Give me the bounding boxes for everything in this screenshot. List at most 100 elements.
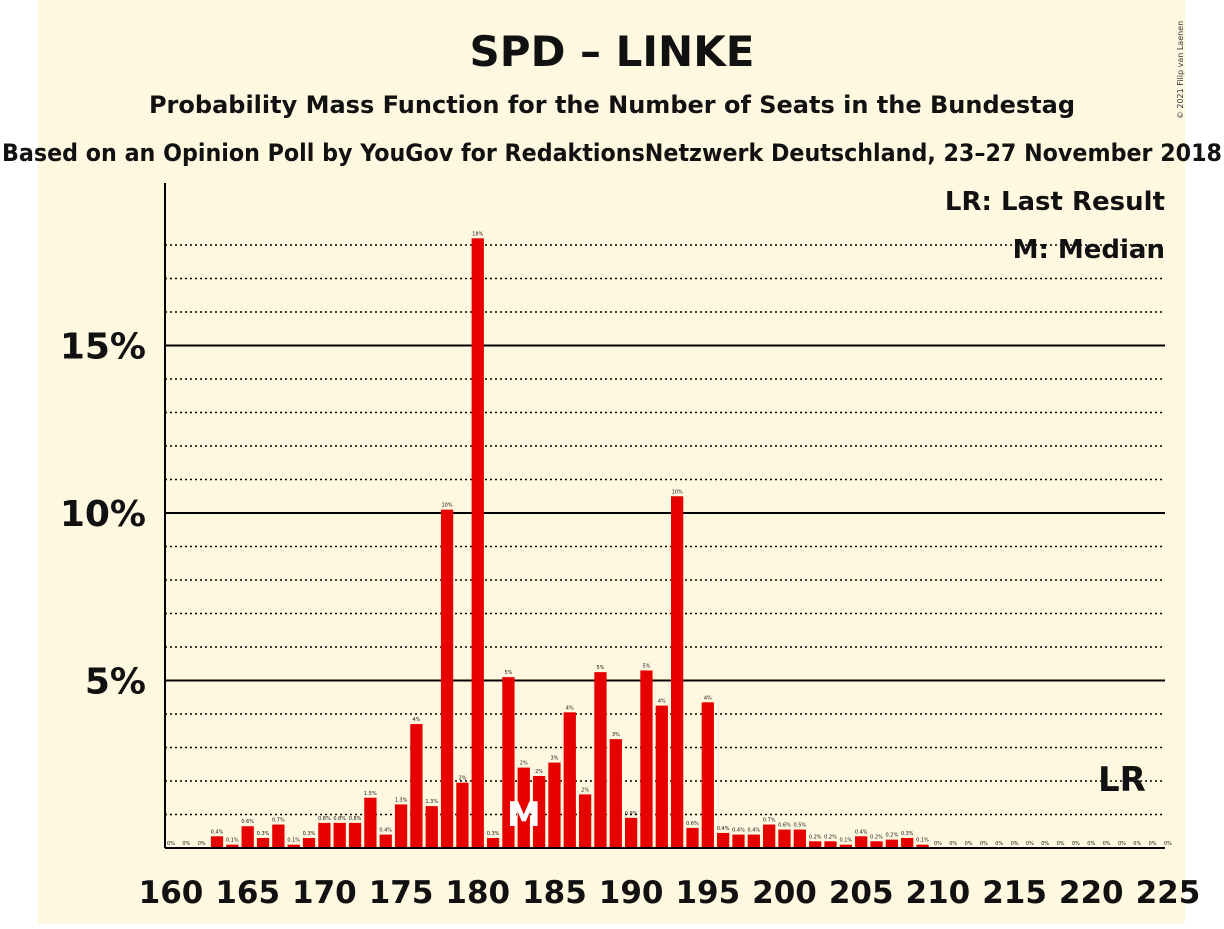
bar-label-197: 0.4% [732, 828, 745, 834]
bar-label-165: 0.6% [241, 819, 254, 825]
bar-label-204: 0.1% [839, 838, 852, 844]
bar-188 [594, 672, 607, 848]
bar-label-190: 0.9% [625, 811, 638, 817]
chart-subtitle: Probability Mass Function for the Number… [149, 91, 1075, 119]
bar-label-207: 0.2% [886, 833, 899, 839]
bar-label-219: 0% [1072, 841, 1080, 847]
x-tick-label: 200 [752, 875, 817, 911]
bar-label-201: 0.5% [793, 823, 806, 829]
bar-209 [916, 844, 929, 848]
bar-label-206: 0.2% [870, 834, 883, 840]
bar-label-200: 0.6% [778, 823, 791, 829]
bar-label-161: 0% [182, 841, 190, 847]
bar-194 [686, 827, 699, 848]
bar-174 [379, 834, 392, 848]
bar-label-225: 0% [1164, 841, 1172, 847]
bar-label-208: 0.3% [901, 831, 914, 837]
bar-186 [563, 712, 576, 848]
bar-203 [824, 841, 837, 848]
bar-169 [302, 837, 316, 848]
bar-205 [855, 836, 868, 848]
bar-204 [839, 844, 852, 848]
bar-label-167: 0.7% [272, 818, 285, 824]
bar-label-171: 0.8% [333, 816, 346, 822]
y-tick-label: 10% [60, 494, 146, 535]
bar-label-193: 10% [672, 489, 683, 495]
bar-168 [287, 844, 300, 848]
x-tick-label: 225 [1136, 875, 1201, 911]
bar-label-172: 0.8% [349, 816, 362, 822]
median-marker: M [507, 795, 541, 835]
bar-199 [763, 824, 776, 848]
bar-label-196: 0.4% [717, 826, 730, 832]
bar-label-216: 0% [1026, 841, 1034, 847]
bar-166 [256, 837, 270, 848]
bar-label-170: 0.8% [318, 816, 331, 822]
bar-label-162: 0% [198, 841, 206, 847]
bar-171 [333, 822, 346, 848]
bar-label-217: 0% [1041, 841, 1049, 847]
bar-187 [578, 794, 592, 848]
x-tick-label: 210 [906, 875, 971, 911]
bar-167 [272, 824, 285, 848]
bar-206 [870, 841, 883, 848]
bar-label-164: 0.1% [226, 838, 239, 844]
x-tick-label: 180 [445, 875, 510, 911]
bar-label-203: 0.2% [824, 834, 837, 840]
bar-label-181: 0.3% [487, 831, 500, 837]
bar-label-212: 0% [965, 841, 973, 847]
bar-175 [394, 804, 408, 848]
bar-label-209: 0.1% [916, 838, 929, 844]
bar-label-166: 0.3% [257, 831, 270, 837]
bar-label-218: 0% [1057, 841, 1065, 847]
last-result-marker: LR [1098, 760, 1146, 800]
y-tick-label: 15% [60, 327, 146, 368]
bar-179 [456, 782, 469, 848]
bar-label-174: 0.4% [379, 828, 392, 834]
bar-198 [747, 834, 760, 848]
x-tick-label: 205 [829, 875, 894, 911]
bar-label-220: 0% [1087, 841, 1095, 847]
bar-label-177: 1.3% [425, 799, 438, 805]
markers-layer: M LR [507, 760, 1146, 835]
bar-label-189: 3% [612, 732, 620, 738]
bar-197 [732, 834, 745, 848]
chart-source: Based on an Opinion Poll by YouGov for R… [2, 139, 1222, 167]
bar-labels-layer: 0% 0% 0%0.4%0.1%0.6%0.3%0.7%0.1%0.3%0.8% 0.… [167, 231, 1172, 847]
bar-label-210: 0% [934, 841, 942, 847]
bar-191 [640, 670, 653, 848]
bar-165 [241, 826, 254, 848]
bar-label-191: 5% [642, 663, 650, 669]
legend-last-result: LR: Last Result [945, 187, 1165, 217]
x-tick-label: 165 [215, 875, 280, 911]
bar-label-169: 0.3% [303, 831, 316, 837]
copyright-text: © 2021 Filip van Laenen [1176, 21, 1185, 119]
x-tick-label: 215 [982, 875, 1047, 911]
y-tick-label: 5% [85, 662, 146, 703]
bar-label-175: 1.3% [395, 797, 408, 803]
bar-label-183: 2% [520, 761, 528, 767]
bar-182 [502, 677, 515, 848]
bar-label-180: 18% [472, 231, 483, 237]
bar-label-184: 2% [535, 769, 543, 775]
bar-label-160: 0% [167, 841, 175, 847]
bar-180 [471, 238, 484, 849]
bar-200 [778, 829, 791, 848]
bar-172 [348, 822, 362, 848]
bar-173 [364, 797, 377, 848]
bar-label-202: 0.2% [809, 834, 822, 840]
bar-163 [210, 836, 224, 848]
bar-label-194: 0.6% [686, 821, 699, 827]
bar-label-198: 0.4% [747, 828, 760, 834]
x-tick-label: 190 [599, 875, 664, 911]
bar-190 [624, 817, 638, 848]
bar-label-168: 0.1% [287, 838, 300, 844]
bar-label-192: 4% [658, 699, 666, 705]
axes-layer [164, 183, 1165, 849]
bar-183 [517, 767, 530, 848]
bar-181 [486, 837, 500, 848]
bar-192 [655, 705, 668, 848]
bar-label-211: 0% [949, 841, 957, 847]
bar-176 [410, 724, 423, 848]
